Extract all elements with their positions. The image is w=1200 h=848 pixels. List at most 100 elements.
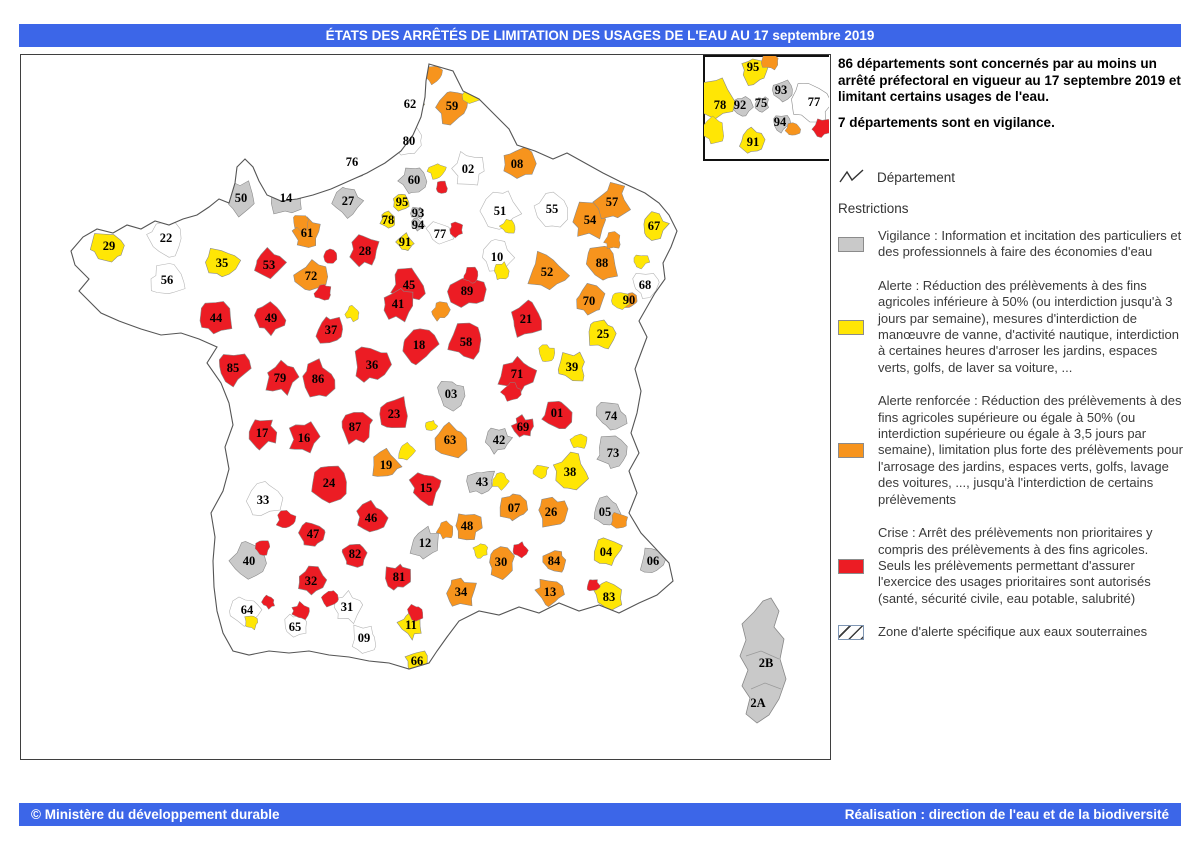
- dept-label-39: 39: [566, 360, 579, 374]
- dept-label-94: 94: [412, 218, 425, 232]
- dept-label-17: 17: [256, 426, 269, 440]
- dept-label-25: 25: [597, 327, 610, 341]
- dept-label-58: 58: [460, 335, 473, 349]
- dept-label-52: 52: [541, 265, 554, 279]
- dept-label-91: 91: [399, 235, 412, 249]
- dept-label-05: 05: [599, 505, 612, 519]
- legend-departement: Département: [838, 168, 1184, 186]
- dept-label-2B: 2B: [759, 656, 774, 670]
- dept-label-2A: 2A: [750, 696, 765, 710]
- dept-label-01: 01: [551, 406, 564, 420]
- dept-label-09: 09: [358, 631, 371, 645]
- dept-label-95: 95: [396, 195, 409, 209]
- footer-left: © Ministère du développement durable: [31, 807, 280, 822]
- dept-label-78: 78: [382, 213, 395, 227]
- alerte-renforcee-text: Alerte renforcée : Réduction des prélève…: [878, 393, 1183, 507]
- dept-label-77: 77: [434, 227, 447, 241]
- dept-label-29: 29: [103, 239, 116, 253]
- dept-label-36: 36: [366, 358, 379, 372]
- dept-label-88: 88: [596, 256, 609, 270]
- dept-label-44: 44: [210, 311, 223, 325]
- inset-dept-label-77: 77: [808, 95, 821, 109]
- crise-swatch: [838, 558, 864, 574]
- summary-line1: 86 départements sont concernés par au mo…: [838, 56, 1181, 104]
- dept-label-19: 19: [380, 458, 393, 472]
- dept-label-83: 83: [603, 590, 616, 604]
- legend-item-alerte-renforcee: Alerte renforcée : Réduction des prélève…: [838, 393, 1184, 508]
- dept-label-53: 53: [263, 258, 276, 272]
- dept-label-50: 50: [235, 191, 248, 205]
- footer-right: Réalisation : direction de l'eau et de l…: [844, 807, 1169, 822]
- dept-label-90: 90: [623, 293, 636, 307]
- dept-label-33: 33: [257, 493, 270, 507]
- inset-dept-label-95: 95: [747, 60, 760, 74]
- dept-label-14: 14: [280, 191, 293, 205]
- inset-dept-label-75: 75: [755, 96, 768, 110]
- legend-item-crise: Crise : Arrêt des prélèvements non prior…: [838, 525, 1184, 607]
- inset-dept-label-78: 78: [714, 98, 727, 112]
- dept-label-65: 65: [289, 620, 302, 634]
- dept-label-46: 46: [365, 511, 378, 525]
- dept-label-16: 16: [298, 431, 311, 445]
- department-boundary-icon: [839, 169, 864, 183]
- dept-label-76: 76: [346, 155, 359, 169]
- legend-panel: 86 départements sont concernés par au mo…: [838, 56, 1184, 641]
- dept-label-30: 30: [495, 555, 508, 569]
- inset-dept-label-91: 91: [747, 135, 760, 149]
- summary-line2: 7 départements sont en vigilance.: [838, 114, 1055, 130]
- dept-label-42: 42: [493, 433, 506, 447]
- dept-label-24: 24: [323, 476, 336, 490]
- dept-label-61: 61: [301, 226, 314, 240]
- dept-label-79: 79: [274, 371, 287, 385]
- dept-label-10: 10: [491, 250, 504, 264]
- dept-label-74: 74: [605, 409, 618, 423]
- dept-label-82: 82: [349, 547, 362, 561]
- title-bar: ÉTATS DES ARRÊTÉS DE LIMITATION DES USAG…: [19, 24, 1181, 47]
- dept-label-47: 47: [307, 527, 320, 541]
- dept-label-63: 63: [444, 433, 457, 447]
- dept-label-57: 57: [606, 195, 619, 209]
- inset-dept-label-92: 92: [734, 98, 747, 112]
- dept-label-26: 26: [545, 505, 558, 519]
- dept-label-67: 67: [648, 219, 661, 233]
- dept-label-34: 34: [455, 585, 468, 599]
- dept-label-72: 72: [305, 269, 318, 283]
- dept-label-11: 11: [405, 618, 417, 632]
- dept-label-08: 08: [511, 157, 524, 171]
- dept-label-13: 13: [544, 585, 557, 599]
- vigilance-text: Vigilance : Information et incitation de…: [878, 228, 1182, 260]
- dept-label-54: 54: [584, 213, 597, 227]
- alerte-text: Alerte : Réduction des prélèvements à de…: [878, 277, 1179, 375]
- legend-item-vigilance: Vigilance : Information et incitation de…: [838, 228, 1184, 261]
- dept-label-59: 59: [446, 99, 459, 113]
- dept-label-73: 73: [607, 446, 620, 460]
- inset-dept-label-93: 93: [775, 83, 788, 97]
- dept-label-15: 15: [420, 481, 433, 495]
- inset-dept-label-94: 94: [774, 115, 787, 129]
- dept-label-69: 69: [517, 420, 530, 434]
- dept-label-40: 40: [243, 554, 256, 568]
- departement-label: Département: [877, 169, 956, 185]
- dept-label-70: 70: [583, 294, 596, 308]
- map-frame: 62 59 80 76 60 02 08 50 14 27 95 93 78 94 91 77 51 55 54 57…: [20, 54, 831, 760]
- vigilance-swatch: [838, 236, 864, 252]
- dept-label-31: 31: [341, 600, 354, 614]
- dept-label-02: 02: [462, 162, 475, 176]
- dept-label-64: 64: [241, 603, 254, 617]
- dept-label-41: 41: [392, 297, 405, 311]
- dept-label-37: 37: [325, 323, 338, 337]
- dept-label-07: 07: [508, 501, 521, 515]
- dept-label-32: 32: [305, 574, 318, 588]
- dept-label-56: 56: [161, 273, 174, 287]
- dept-label-71: 71: [511, 367, 524, 381]
- dept-label-80: 80: [403, 134, 416, 148]
- restrictions-label: Restrictions: [838, 201, 909, 216]
- dept-label-35: 35: [216, 256, 229, 270]
- dept-label-23: 23: [388, 407, 401, 421]
- alerte-renforcee-swatch: [838, 443, 864, 459]
- dept-label-81: 81: [393, 570, 406, 584]
- dept-label-60: 60: [408, 173, 421, 187]
- alerte-swatch: [838, 319, 864, 335]
- legend-item-zone-souterraine: Zone d'alerte spécifique aux eaux souter…: [838, 624, 1184, 640]
- dept-label-48: 48: [461, 519, 474, 533]
